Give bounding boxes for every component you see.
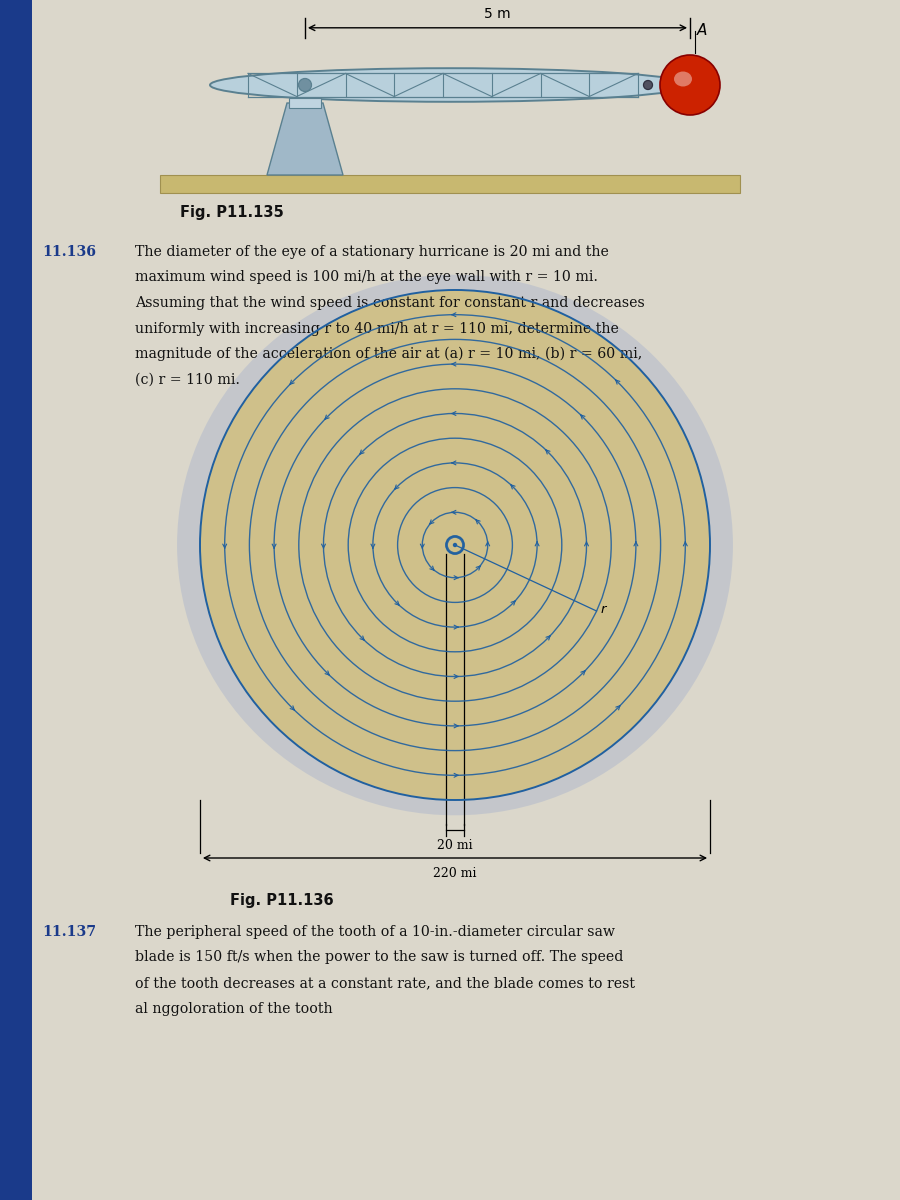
Text: The diameter of the eye of a stationary hurricane is 20 mi and the: The diameter of the eye of a stationary … — [135, 245, 609, 259]
Text: 11.136: 11.136 — [42, 245, 96, 259]
Text: 11.137: 11.137 — [42, 925, 96, 938]
Text: Assuming that the wind speed is constant for constant r and decreases: Assuming that the wind speed is constant… — [135, 296, 644, 310]
Text: Fig. P11.136: Fig. P11.136 — [230, 893, 334, 908]
Text: 220 mi: 220 mi — [433, 866, 477, 880]
Ellipse shape — [210, 68, 690, 102]
Text: blade is 150 ft/s when the power to the saw is turned off. The speed: blade is 150 ft/s when the power to the … — [135, 950, 624, 965]
Text: r: r — [600, 602, 606, 616]
Text: 20 mi: 20 mi — [437, 839, 472, 852]
Ellipse shape — [660, 55, 720, 115]
Bar — [289, 98, 321, 108]
Ellipse shape — [177, 275, 733, 815]
Text: of the tooth decreases at a constant rate, and the blade comes to rest: of the tooth decreases at a constant rat… — [135, 976, 635, 990]
Text: A: A — [697, 23, 707, 37]
Text: Fig. P11.135: Fig. P11.135 — [180, 205, 284, 220]
Circle shape — [644, 80, 652, 90]
Bar — [0, 0, 32, 1200]
Ellipse shape — [674, 72, 692, 86]
Polygon shape — [267, 103, 343, 175]
Text: (c) r = 110 mi.: (c) r = 110 mi. — [135, 372, 240, 386]
Text: maximum wind speed is 100 mi/h at the eye wall with r = 10 mi.: maximum wind speed is 100 mi/h at the ey… — [135, 270, 598, 284]
Text: al nggoloration of the tooth: al nggoloration of the tooth — [135, 1002, 333, 1015]
Circle shape — [453, 542, 457, 547]
Circle shape — [299, 78, 311, 91]
Text: uniformly with increasing r to 40 mi/h at r = 110 mi, determine the: uniformly with increasing r to 40 mi/h a… — [135, 322, 619, 336]
Bar — [160, 175, 740, 193]
Text: The peripheral speed of the tooth of a 10-in.-diameter circular saw: The peripheral speed of the tooth of a 1… — [135, 925, 615, 938]
Circle shape — [200, 290, 710, 800]
Text: magnitude of the acceleration of the air at (a) r = 10 mi, (b) r = 60 mi,: magnitude of the acceleration of the air… — [135, 347, 643, 361]
Text: 5 m: 5 m — [484, 7, 511, 20]
